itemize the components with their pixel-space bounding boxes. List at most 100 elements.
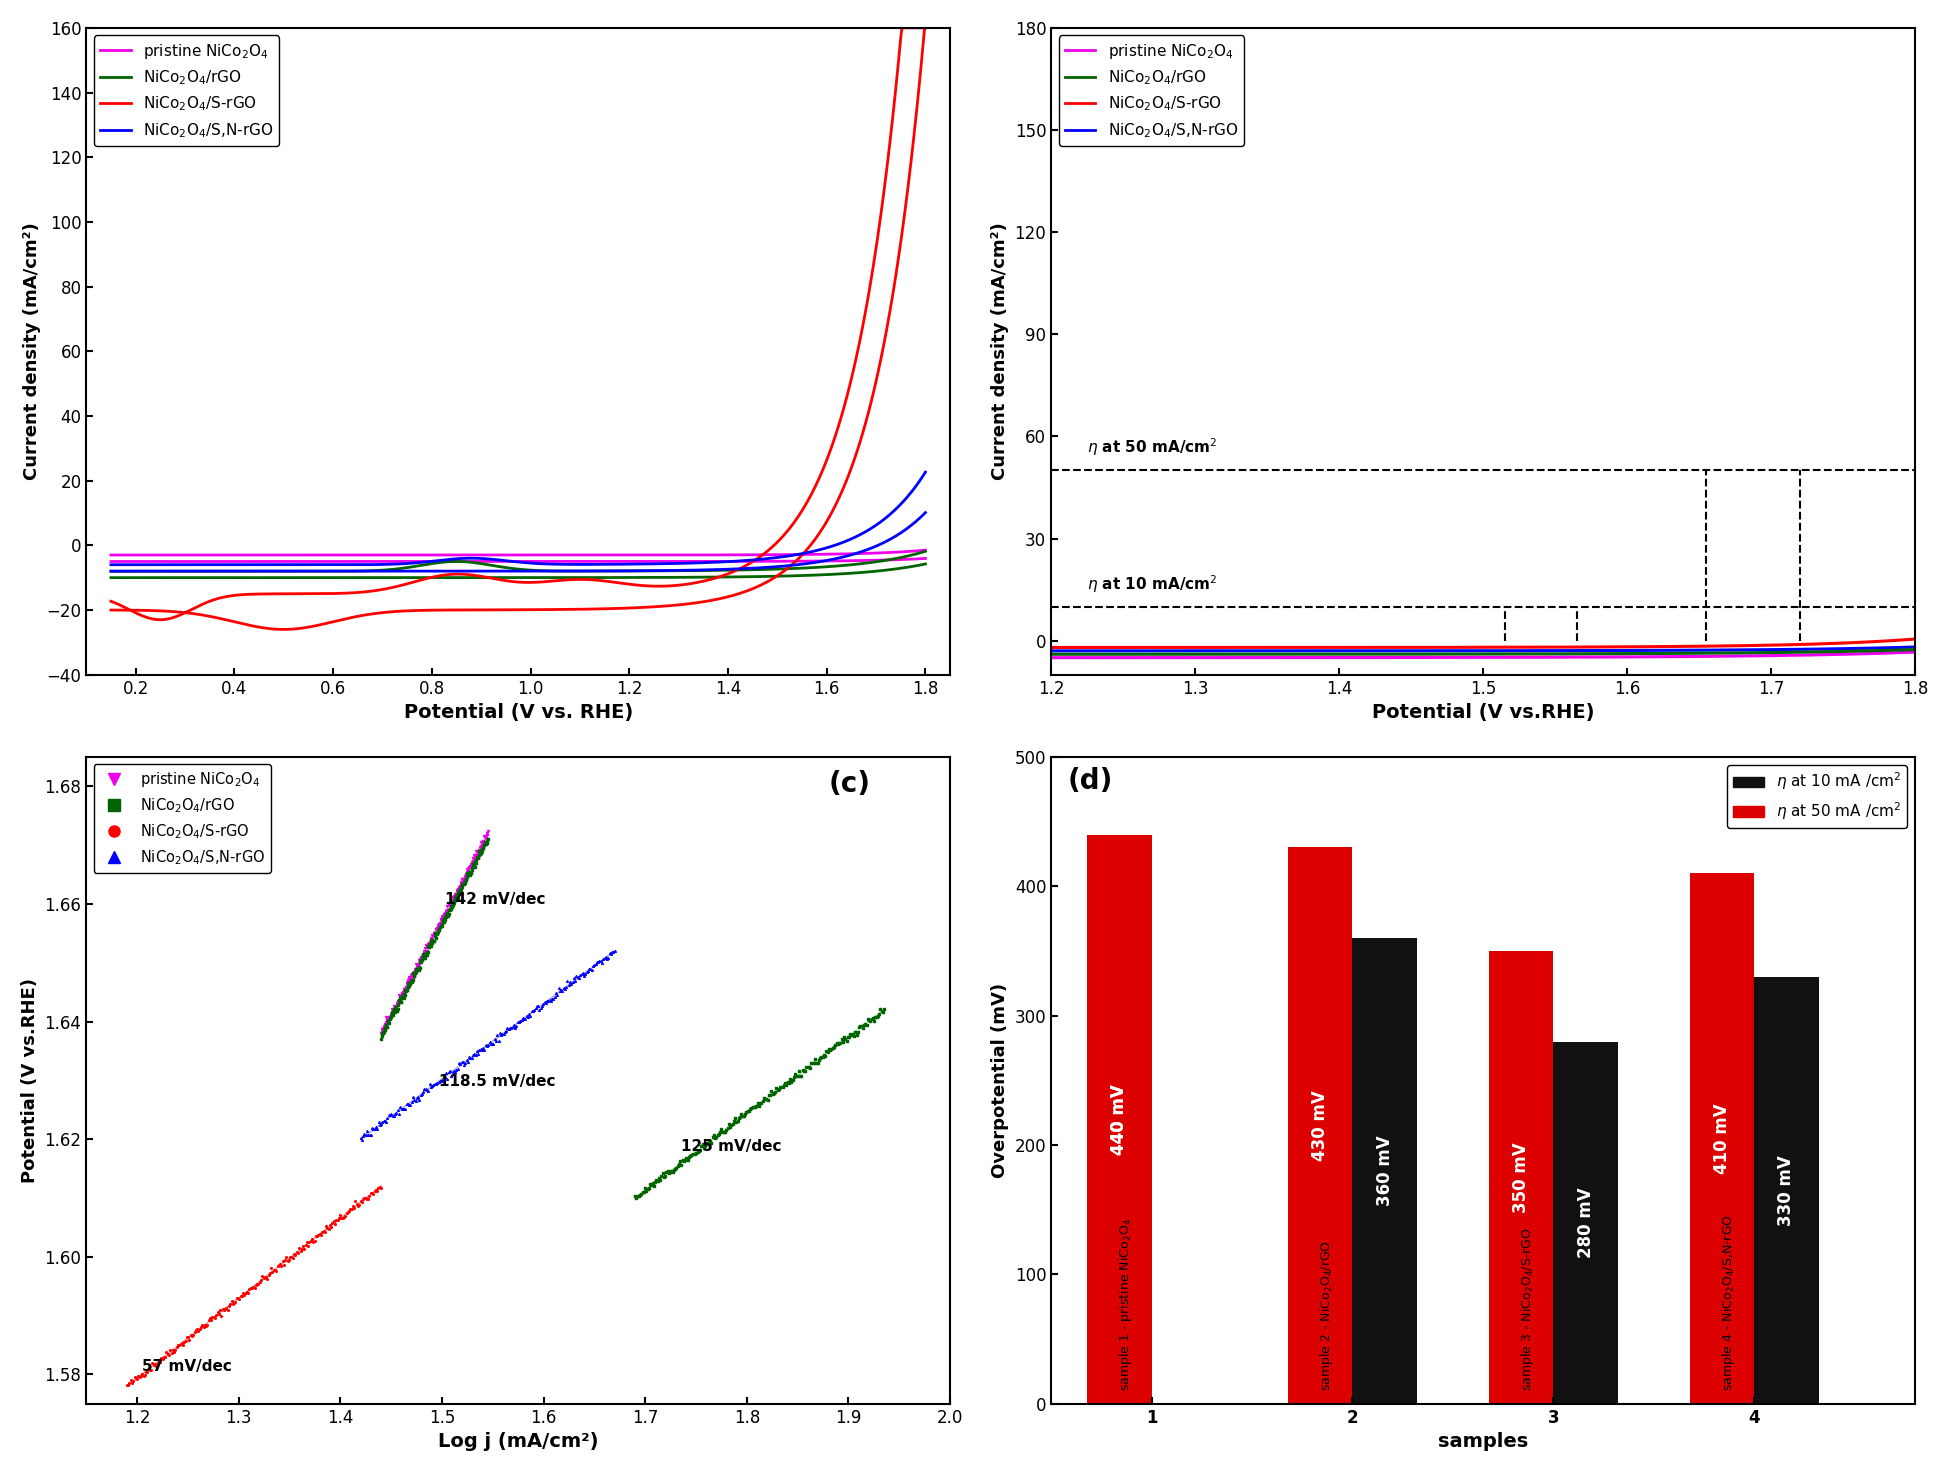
Point — [732, 1100, 764, 1123]
Point — [413, 933, 444, 957]
Point — [495, 1016, 526, 1039]
Point — [725, 1105, 756, 1129]
Point — [325, 1206, 356, 1229]
Point — [434, 1058, 466, 1082]
Point — [368, 1108, 399, 1132]
Point — [347, 1189, 378, 1213]
Point — [594, 942, 625, 966]
Point — [432, 899, 464, 923]
Point — [395, 967, 427, 991]
Point — [623, 1183, 655, 1207]
Point — [666, 1148, 697, 1172]
Point — [405, 948, 436, 972]
Point — [368, 1017, 399, 1041]
Point — [411, 941, 442, 964]
Text: 350 mV: 350 mV — [1512, 1142, 1529, 1213]
Point — [651, 1160, 682, 1183]
Point — [690, 1135, 721, 1158]
Point — [440, 886, 471, 910]
Point — [468, 833, 499, 857]
Point — [321, 1209, 353, 1232]
Point — [411, 939, 442, 963]
Point — [290, 1234, 321, 1257]
Point — [444, 874, 475, 898]
Point — [187, 1313, 218, 1337]
Point — [635, 1172, 666, 1195]
Point — [228, 1281, 259, 1304]
Point — [281, 1239, 312, 1263]
Point — [805, 1045, 836, 1069]
Point — [656, 1160, 688, 1183]
Point — [764, 1076, 795, 1100]
Point — [384, 985, 415, 1008]
Point — [374, 1103, 405, 1126]
Point — [658, 1157, 690, 1181]
Point — [140, 1354, 171, 1378]
Point — [372, 1008, 403, 1032]
Point — [454, 1047, 485, 1070]
Point — [750, 1086, 781, 1110]
Point — [368, 1014, 399, 1038]
Point — [372, 1107, 403, 1130]
Point — [764, 1078, 795, 1101]
Point — [407, 945, 438, 969]
Point — [384, 991, 415, 1014]
Point — [395, 1092, 427, 1116]
Legend: pristine NiCo$_2$O$_4$, NiCo$_2$O$_4$/rGO, NiCo$_2$O$_4$/S-rGO, NiCo$_2$O$_4$/S,: pristine NiCo$_2$O$_4$, NiCo$_2$O$_4$/rG… — [94, 35, 279, 146]
Point — [136, 1357, 168, 1381]
Point — [364, 1176, 395, 1200]
Point — [742, 1091, 773, 1114]
Point — [140, 1353, 171, 1376]
Point — [668, 1150, 699, 1173]
Point — [405, 948, 436, 972]
Point — [271, 1245, 302, 1269]
Point — [471, 820, 503, 843]
Point — [409, 946, 440, 970]
Point — [160, 1338, 191, 1362]
Point — [793, 1055, 824, 1079]
Point — [146, 1347, 177, 1370]
Point — [423, 920, 454, 944]
Point — [768, 1073, 799, 1097]
Text: sample 2 - NiCo$_2$O$_4$/rGO: sample 2 - NiCo$_2$O$_4$/rGO — [1317, 1239, 1334, 1391]
Point — [378, 998, 409, 1022]
Point — [397, 960, 429, 983]
Point — [736, 1095, 768, 1119]
Point — [399, 964, 431, 988]
Point — [662, 1154, 693, 1178]
Point — [407, 941, 438, 964]
Point — [559, 970, 590, 994]
Point — [637, 1172, 668, 1195]
Point — [351, 1119, 382, 1142]
Point — [117, 1370, 148, 1394]
Point — [469, 824, 501, 848]
Point — [111, 1373, 142, 1397]
Point — [392, 973, 423, 997]
Point — [277, 1245, 308, 1269]
Point — [760, 1076, 791, 1100]
Point — [413, 935, 444, 958]
Point — [199, 1306, 230, 1329]
Point — [431, 894, 462, 917]
Point — [442, 886, 473, 910]
Point — [386, 986, 417, 1010]
Point — [520, 997, 551, 1020]
Point — [366, 1025, 397, 1048]
Point — [680, 1142, 711, 1166]
Point — [442, 1051, 473, 1075]
Text: 57 mV/dec: 57 mV/dec — [142, 1360, 232, 1375]
Point — [401, 957, 432, 980]
Point — [621, 1183, 653, 1207]
Point — [351, 1186, 382, 1210]
Point — [113, 1373, 144, 1397]
Point — [232, 1282, 263, 1306]
Point — [458, 849, 489, 873]
Point — [362, 1110, 393, 1133]
Point — [464, 842, 495, 866]
Point — [464, 842, 495, 866]
Point — [388, 979, 419, 1002]
Point — [251, 1264, 282, 1288]
Point — [820, 1033, 851, 1057]
Point — [390, 977, 421, 1001]
Point — [666, 1153, 697, 1176]
